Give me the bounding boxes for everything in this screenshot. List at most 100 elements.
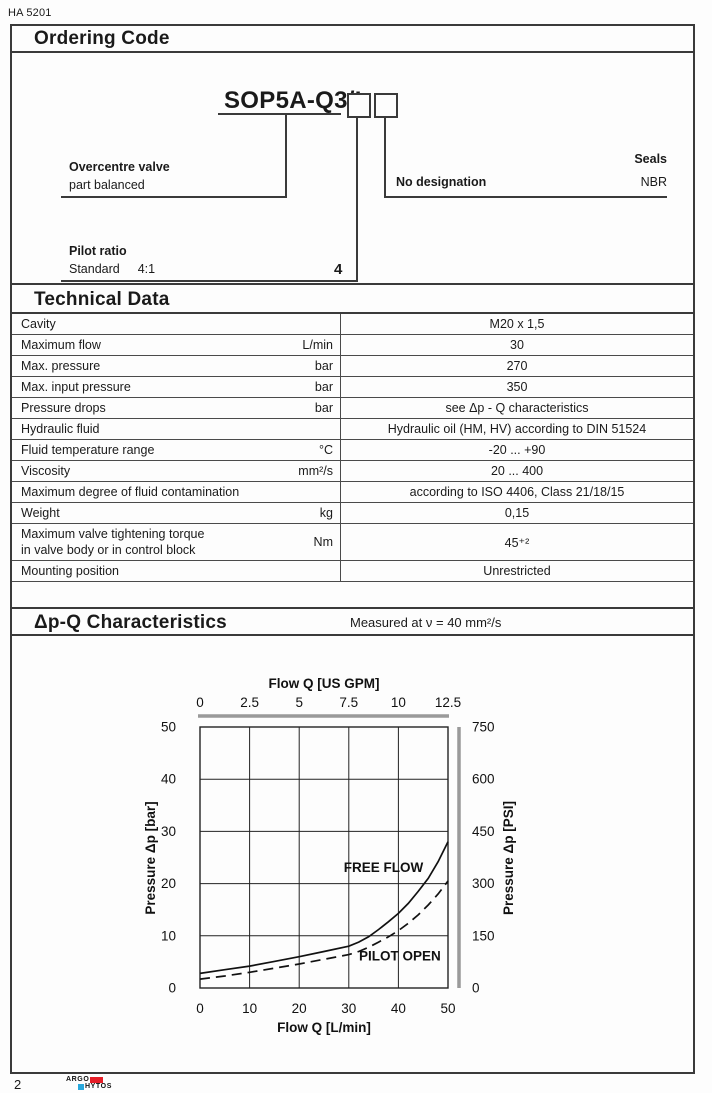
right-tick-label: 450 — [472, 824, 495, 839]
bottom-axis-title: Flow Q [L/min] — [277, 1020, 371, 1035]
measured-at-note: Measured at ν = 40 mm²/s — [350, 615, 502, 630]
parameter-label: Max. input pressure — [21, 379, 131, 394]
unit-label: bar — [314, 380, 333, 394]
ordering-option-box-2 — [374, 93, 398, 118]
part-balanced-label: part balanced — [69, 178, 145, 192]
parameter-label: Mounting position — [21, 563, 119, 578]
section-header-dpq-characteristics: Δp-Q Characteristics Measured at ν = 40 … — [10, 607, 695, 636]
parameter-value: 0,15 — [504, 506, 530, 520]
table-row: Max. input pressure bar 350 — [12, 377, 693, 398]
logo-text-hytos: HYTOS — [85, 1083, 112, 1090]
page-number: 2 — [14, 1077, 22, 1092]
table-row: Maximum flow L/min 30 — [12, 335, 693, 356]
ordering-option-box-1 — [347, 93, 371, 118]
parameter-value: -20 ... +90 — [488, 443, 546, 457]
unit-label: kg — [319, 506, 333, 520]
parameter-value: M20 x 1,5 — [489, 317, 545, 331]
parameter-label: Max. pressure — [21, 358, 101, 373]
connector-designation-stem — [384, 116, 386, 198]
section-title: Ordering Code — [34, 28, 170, 49]
left-tick-label: 30 — [161, 824, 176, 839]
overcentre-valve-label: Overcentre valve — [69, 160, 170, 174]
table-row: Maximum degree of fluid contamination acc… — [12, 482, 693, 503]
page-frame — [10, 24, 695, 1074]
bottom-tick-label: 40 — [391, 1001, 406, 1016]
table-row: Weight kg 0,15 — [12, 503, 693, 524]
top-tick-label: 7.5 — [339, 695, 358, 710]
left-tick-label: 20 — [161, 876, 176, 891]
bottom-tick-label: 50 — [440, 1001, 455, 1016]
bottom-tick-label: 0 — [196, 1001, 204, 1016]
unit-label: bar — [314, 401, 333, 415]
ordering-model-code: SOP5A-Q3/I — [224, 87, 362, 114]
bottom-tick-label: 20 — [292, 1001, 307, 1016]
right-tick-label: 150 — [472, 928, 495, 943]
doc-code: HA 5201 — [8, 7, 52, 19]
parameter-label: Maximum degree of fluid contamination — [21, 484, 240, 499]
parameter-value: Hydraulic oil (HM, HV) according to DIN … — [387, 422, 647, 436]
top-axis-title: Flow Q [US GPM] — [269, 676, 380, 691]
parameter-value: 30 — [510, 338, 524, 352]
no-designation-label: No designation — [396, 175, 487, 189]
curve-free-flow — [199, 841, 449, 975]
connector-pilot-stem — [356, 116, 358, 282]
table-row: Mounting position Unrestricted — [12, 561, 693, 582]
seals-value: NBR — [640, 175, 667, 189]
unit-label: bar — [314, 359, 333, 373]
parameter-label: Maximum flow — [21, 337, 101, 352]
top-tick-label: 10 — [391, 695, 406, 710]
connector-model-stem — [285, 114, 287, 198]
parameter-value: according to ISO 4406, Class 21/18/15 — [409, 485, 625, 499]
parameter-label: Viscosity — [21, 463, 71, 478]
parameter-value: 20 ... 400 — [490, 464, 544, 478]
parameter-label: Weight — [21, 505, 60, 520]
pilot-ratio-label: Pilot ratio — [69, 244, 127, 258]
unit-label: Nm — [313, 535, 333, 549]
logo-blue-block — [78, 1083, 84, 1090]
plot-border — [199, 726, 449, 989]
table-row: Maximum valve tightening torque in valve… — [12, 524, 693, 561]
table-row: Fluid temperature range °C -20 ... +90 — [12, 440, 693, 461]
top-tick-label: 0 — [196, 695, 204, 710]
technical-data-table: Cavity M20 x 1,5 Maximum flow L/min 30 Max. p… — [12, 314, 693, 582]
pilot-standard-label: Standard 4:1 — [69, 262, 155, 276]
logo-row-argo: ARGO — [66, 1076, 112, 1083]
pilot-ratio-value: 4:1 — [137, 262, 156, 276]
top-tick-label: 5 — [295, 695, 303, 710]
table-row: Viscosity mm²/s 20 ... 400 — [12, 461, 693, 482]
parameter-label: Pressure drops — [21, 400, 106, 415]
bottom-tick-label: 30 — [341, 1001, 356, 1016]
table-row: Hydraulic fluid Hydraulic oil (HM, HV) ac… — [12, 419, 693, 440]
connector-overcentre-line — [61, 196, 287, 198]
parameter-value: see Δp - Q characteristics — [445, 401, 589, 415]
logo-red-block — [90, 1076, 104, 1083]
parameter-label: Maximum valve tightening torque in valve… — [21, 526, 205, 558]
left-tick-label: 40 — [161, 772, 176, 787]
unit-label: L/min — [302, 338, 333, 352]
section-title: Δp-Q Characteristics — [34, 612, 227, 633]
model-underline — [218, 113, 341, 115]
parameter-value: 270 — [506, 359, 528, 373]
curve-label-free-flow: FREE FLOW — [344, 860, 424, 875]
left-tick-label: 50 — [161, 720, 176, 735]
left-tick-label: 10 — [161, 928, 176, 943]
curve-label-pilot-open: PILOT OPEN — [359, 948, 441, 963]
right-tick-label: 300 — [472, 876, 495, 891]
parameter-label: Fluid temperature range — [21, 442, 155, 457]
connector-pilot-line — [61, 280, 358, 282]
pilot-code-digit: 4 — [334, 261, 343, 278]
unit-label: mm²/s — [298, 464, 333, 478]
logo-row-hytos: HYTOS — [77, 1083, 112, 1090]
parameter-value: 45⁺² — [504, 535, 530, 550]
curve-pilot-open — [199, 880, 449, 980]
left-tick-label: 0 — [168, 981, 176, 996]
logo-text-argo: ARGO — [66, 1076, 90, 1083]
right-tick-label: 750 — [472, 720, 495, 735]
argo-hytos-logo: ARGO HYTOS — [66, 1076, 112, 1090]
section-header-technical-data: Technical Data — [10, 283, 695, 314]
bottom-tick-label: 10 — [242, 1001, 257, 1016]
parameter-label: Hydraulic fluid — [21, 421, 100, 436]
table-row: Cavity M20 x 1,5 — [12, 314, 693, 335]
